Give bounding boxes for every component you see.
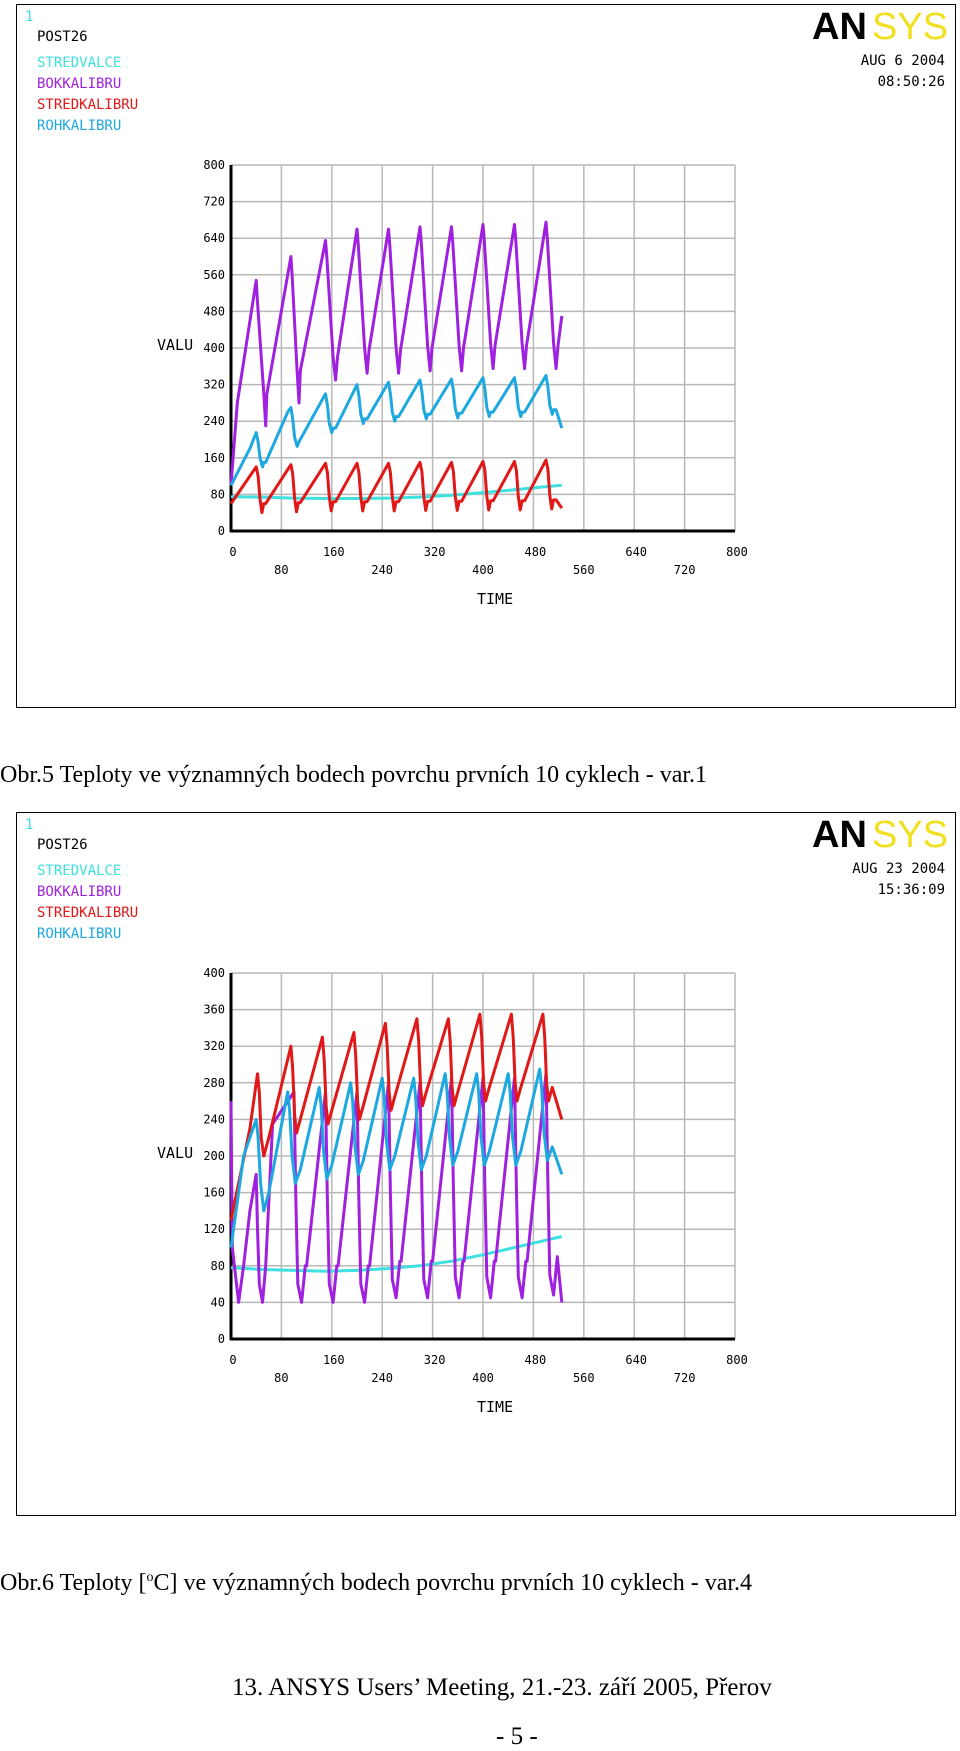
y-axis-label: VALU (157, 336, 193, 354)
y-tick-label: 240 (203, 1112, 225, 1126)
ansys-plot-panel-1: 1 POST26 AN SYS AUG 6 2004 08:50:26 STRE… (16, 4, 956, 708)
series-line-stredkalibru (229, 1012, 564, 1221)
x-tick-label: 560 (573, 563, 595, 577)
footer-page-number: - 5 - (496, 1723, 538, 1750)
logo-sys: SYS (872, 6, 948, 48)
logo-an: AN (812, 814, 867, 856)
x-tick-label: 640 (625, 1353, 647, 1367)
legend-entry-rohkalibru: ROHKALIBRU (37, 118, 121, 134)
x-tick-label: 0 (229, 545, 236, 559)
ansys-logo: AN SYS (812, 814, 948, 856)
logo-sys: SYS (872, 814, 948, 856)
legend-entry-bokkalibru: BOKKALIBRU (37, 884, 121, 900)
y-tick-label: 0 (218, 524, 225, 538)
legend-entry-rohkalibru: ROHKALIBRU (37, 926, 121, 942)
plot-date: AUG 23 2004 (852, 861, 945, 877)
x-tick-label: 320 (424, 1353, 446, 1367)
plot-area: 0 80 160 240 320 400 480 560 640 720 800 0 160 320 480… (203, 158, 748, 577)
legend: STREDVALCE BOKKALIBRU STREDKALIBRU ROHKALIB… (37, 863, 138, 942)
legend-entry-bokkalibru: BOKKALIBRU (37, 76, 121, 92)
series-line-rohkalibru (229, 374, 564, 486)
y-tick-label: 120 (203, 1222, 225, 1236)
x-axis-label: TIME (477, 1398, 513, 1416)
series-line-rohkalibru (229, 1067, 564, 1248)
series-line-bokkalibru (229, 220, 564, 486)
x-tick-label: 0 (229, 1353, 236, 1367)
series-line-stredvalce (230, 483, 562, 500)
x-tick-label: 240 (371, 563, 393, 577)
x-tick-label: 480 (525, 1353, 547, 1367)
plot-area: 0 40 80 120 160 200 240 280 320 360 400 0 160 320 480 6… (203, 966, 748, 1385)
program-name: POST26 (37, 29, 88, 45)
logo-an: AN (812, 6, 867, 48)
x-tick-label: 400 (472, 563, 494, 577)
x-tick-label: 160 (323, 545, 345, 559)
y-tick-label: 160 (203, 451, 225, 465)
x-tick-label: 160 (323, 1353, 345, 1367)
x-tick-label: 800 (726, 545, 748, 559)
x-tick-label: 400 (472, 1371, 494, 1385)
series-line-bokkalibru (229, 1072, 564, 1304)
x-tick-label: 720 (674, 563, 696, 577)
figure-caption-1: Obr.5 Teploty ve významných bodech povrc… (0, 762, 708, 788)
caption-2-degree-sup: o (146, 1570, 154, 1585)
legend-entry-stredvalce: STREDVALCE (37, 55, 121, 71)
series-line-stredvalce (230, 1235, 563, 1273)
x-tick-label: 480 (525, 545, 547, 559)
legend-entry-stredvalce: STREDVALCE (37, 863, 121, 879)
x-tick-label: 640 (625, 545, 647, 559)
y-tick-label: 0 (218, 1332, 225, 1346)
x-tick-label: 560 (573, 1371, 595, 1385)
y-tick-label: 200 (203, 1149, 225, 1163)
legend-entry-stredkalibru: STREDKALIBRU (37, 97, 138, 113)
y-tick-label: 40 (211, 1295, 225, 1309)
window-number: 1 (25, 817, 33, 833)
x-tick-label: 800 (726, 1353, 748, 1367)
y-axis-label: VALU (157, 1144, 193, 1162)
program-name: POST26 (37, 837, 88, 853)
y-tick-label: 720 (203, 195, 225, 209)
y-tick-label: 560 (203, 268, 225, 282)
x-tick-label: 80 (274, 563, 288, 577)
y-tick-label: 240 (203, 414, 225, 428)
x-tick-label: 80 (274, 1371, 288, 1385)
caption-2-start: Obr.6 Teploty [ (0, 1570, 147, 1596)
y-tick-label: 480 (203, 304, 225, 318)
ansys-logo: AN SYS (812, 6, 948, 48)
figure-caption-2: Obr.6 Teploty [oC] ve významných bodech … (0, 1570, 752, 1597)
caption-2-end: C] ve významných bodech povrchu prvních … (153, 1570, 753, 1596)
y-tick-label: 400 (203, 341, 225, 355)
series-line-stredkalibru (229, 458, 564, 515)
plot-time: 15:36:09 (878, 882, 945, 898)
legend-entry-stredkalibru: STREDKALIBRU (37, 905, 138, 921)
x-axis-label: TIME (477, 590, 513, 608)
y-tick-label: 800 (203, 158, 225, 172)
y-tick-label: 320 (203, 1039, 225, 1053)
legend: STREDVALCE BOKKALIBRU STREDKALIBRU ROHKALIB… (37, 55, 138, 134)
x-tick-label: 720 (674, 1371, 696, 1385)
y-tick-label: 400 (203, 966, 225, 980)
y-tick-label: 80 (211, 1259, 225, 1273)
y-tick-label: 280 (203, 1076, 225, 1090)
x-tick-label: 240 (371, 1371, 393, 1385)
plot-time: 08:50:26 (878, 74, 945, 90)
ansys-chart-2: 1 POST26 AN SYS AUG 23 2004 15:36:09 STR… (25, 814, 948, 1416)
y-tick-label: 80 (211, 487, 225, 501)
plot-date: AUG 6 2004 (861, 53, 945, 69)
y-tick-label: 360 (203, 1003, 225, 1017)
window-number: 1 (25, 9, 33, 25)
y-tick-label: 160 (203, 1186, 225, 1200)
ansys-chart-1: 1 POST26 AN SYS AUG 6 2004 08:50:26 STRE… (25, 6, 948, 608)
ansys-plot-panel-2: 1 POST26 AN SYS AUG 23 2004 15:36:09 STR… (16, 812, 956, 1516)
y-tick-label: 320 (203, 378, 225, 392)
y-tick-label: 640 (203, 231, 225, 245)
x-tick-label: 320 (424, 545, 446, 559)
footer-meeting-text: 13. ANSYS Users’ Meeting, 21.-23. září 2… (232, 1674, 772, 1701)
